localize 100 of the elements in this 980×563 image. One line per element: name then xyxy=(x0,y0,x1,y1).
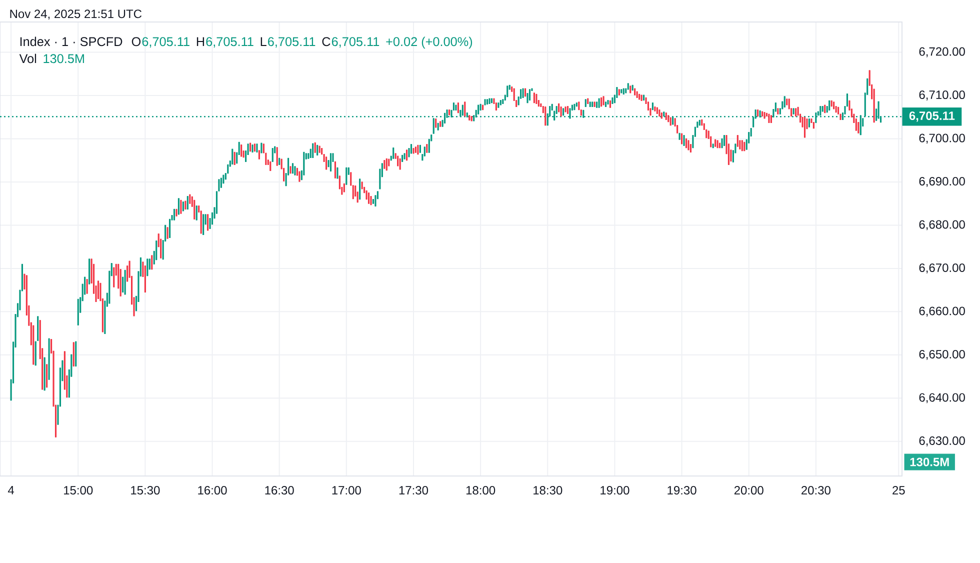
candlestick xyxy=(736,134,738,147)
candlestick xyxy=(618,89,620,96)
candlestick xyxy=(594,102,596,108)
candlestick xyxy=(444,112,446,124)
candlestick xyxy=(698,120,700,126)
candlestick xyxy=(144,266,146,293)
candlestick xyxy=(596,102,598,108)
candlestick xyxy=(607,100,609,104)
candlestick xyxy=(721,138,723,148)
candlestick xyxy=(744,142,746,152)
candlestick xyxy=(786,98,788,106)
candlestick xyxy=(484,99,486,106)
candlestick xyxy=(701,119,703,126)
candlestick xyxy=(500,100,502,106)
candlestick xyxy=(482,104,484,110)
candlestick xyxy=(795,108,797,117)
candlestick xyxy=(480,104,482,110)
y-tick-label: 6,720.00 xyxy=(919,47,965,58)
candlestick xyxy=(634,88,636,96)
candlestick xyxy=(406,150,408,161)
candlestick xyxy=(370,196,372,206)
candlestick xyxy=(833,102,835,110)
candlestick xyxy=(258,150,260,160)
candlestick xyxy=(97,280,100,300)
y-tick-label: 6,640.00 xyxy=(919,393,965,404)
annotation: 130.5M xyxy=(44,54,84,64)
candlestick xyxy=(638,94,640,100)
candlestick xyxy=(426,144,428,153)
candlestick xyxy=(560,106,562,117)
candlestick xyxy=(384,160,386,169)
candlestick xyxy=(640,94,642,101)
candlestick xyxy=(660,112,662,119)
x-tick-label: 25 xyxy=(892,486,905,495)
candlestick xyxy=(372,198,374,204)
y-tick-label: 6,700.00 xyxy=(919,134,965,144)
candlestick xyxy=(622,88,624,94)
candlestick xyxy=(652,102,654,110)
candlestick xyxy=(828,100,830,110)
candlestick xyxy=(146,258,148,276)
candlestick xyxy=(388,158,390,166)
y-tick-label: 6,710.00 xyxy=(919,90,965,100)
candlestick xyxy=(526,93,528,104)
candlestick xyxy=(252,144,254,152)
candlestick xyxy=(612,97,614,104)
candlestick xyxy=(592,102,594,108)
annotation: 6,705.11 xyxy=(142,37,190,48)
x-tick-label: 16:00 xyxy=(198,486,227,495)
candlestick xyxy=(462,104,464,116)
candlestick xyxy=(858,122,860,134)
candlestick xyxy=(757,109,759,117)
candlestick xyxy=(428,138,430,153)
candlestick xyxy=(374,195,376,206)
candlestick xyxy=(316,144,318,156)
candlestick xyxy=(75,341,77,366)
candlestick xyxy=(34,341,36,366)
candlestick xyxy=(32,325,34,365)
candlestick xyxy=(741,140,743,152)
candlestick xyxy=(412,148,414,154)
candlestick xyxy=(498,102,500,108)
ref-line-label: 6,705.11 xyxy=(909,112,955,122)
y-tick-label: 6,670.00 xyxy=(919,263,965,274)
annotation: O xyxy=(132,37,141,46)
candlestick xyxy=(435,118,437,128)
candlestick xyxy=(308,153,310,159)
candlestick xyxy=(812,122,814,129)
candlestick xyxy=(589,102,591,108)
candlestick xyxy=(408,148,410,158)
candlestick xyxy=(566,106,569,114)
candlestick xyxy=(318,146,320,153)
x-tick-label: 17:30 xyxy=(399,486,428,495)
candlestick xyxy=(397,156,399,166)
y-tick-label: 6,680.00 xyxy=(919,220,965,230)
candlestick xyxy=(777,108,779,114)
candlestick xyxy=(712,144,714,148)
candlestick xyxy=(533,92,535,104)
candlestick xyxy=(873,88,875,123)
candlestick xyxy=(366,190,368,200)
annotation: 6,705.11 xyxy=(268,37,316,48)
candlestick xyxy=(151,255,153,270)
annotation: L xyxy=(260,37,266,46)
candlestick xyxy=(558,103,560,112)
candlestick xyxy=(222,174,224,184)
candlestick xyxy=(290,166,292,174)
candlestick xyxy=(234,152,236,165)
candlestick xyxy=(399,158,401,170)
candlestick xyxy=(44,357,46,391)
candlestick xyxy=(609,100,612,108)
candlestick xyxy=(72,342,74,366)
candlestick xyxy=(576,102,578,107)
candlestick xyxy=(180,200,182,214)
candlestick xyxy=(270,161,272,172)
candlestick xyxy=(424,146,426,156)
candlestick xyxy=(602,96,604,106)
candlestick xyxy=(294,166,296,176)
annotation: H xyxy=(196,37,204,46)
candlestick xyxy=(86,278,88,294)
candlestick xyxy=(113,267,115,288)
candlestick xyxy=(604,102,607,108)
annotation: 6,705.11 xyxy=(332,37,380,48)
candlestick xyxy=(714,139,716,147)
